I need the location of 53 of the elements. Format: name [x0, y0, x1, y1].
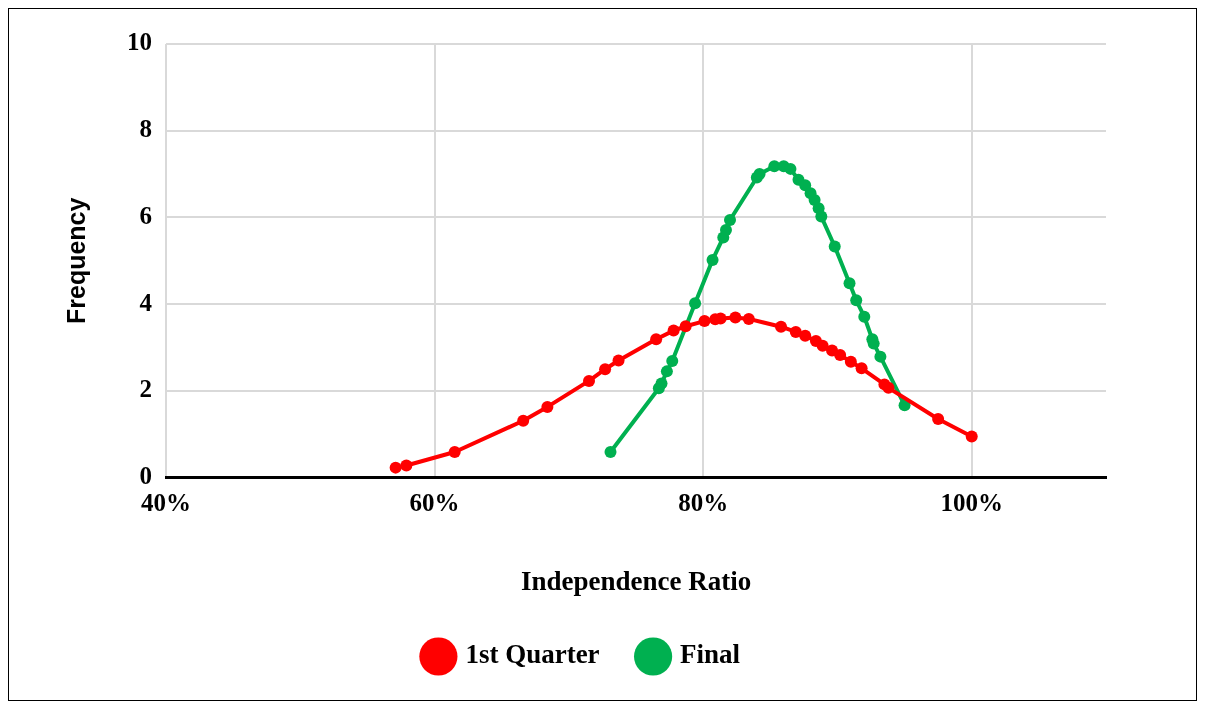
y-tick-label: 2: [139, 375, 152, 403]
point: [882, 381, 895, 394]
point: [650, 333, 663, 346]
point: [874, 350, 887, 363]
y-tick-label: 8: [139, 115, 152, 143]
point: [666, 354, 679, 367]
point: [604, 446, 617, 459]
y-tick-label: 0: [139, 462, 152, 490]
point: [448, 446, 461, 459]
point: [698, 315, 711, 328]
point: [541, 400, 554, 413]
point: [834, 348, 847, 361]
point: [844, 355, 857, 368]
point: [400, 459, 413, 472]
point: [784, 162, 797, 175]
point: [724, 214, 736, 227]
point: [843, 277, 856, 290]
y-tick-label: 4: [139, 288, 153, 316]
point: [689, 297, 702, 310]
point: [799, 329, 812, 342]
point: [828, 240, 841, 253]
point: [855, 362, 868, 375]
legend-label: 1st Quarter: [465, 639, 600, 670]
point: [729, 311, 742, 324]
point: [815, 210, 828, 223]
point: [389, 461, 402, 474]
point: [679, 320, 692, 333]
point: [742, 312, 755, 325]
y-tick-label: 6: [139, 201, 152, 229]
y-axis-title: Frequency: [61, 197, 90, 325]
point: [816, 339, 829, 352]
point: [789, 325, 802, 338]
point: [655, 377, 668, 390]
point: [706, 253, 719, 266]
x-tick-label: 100%: [940, 489, 1003, 517]
point: [667, 324, 680, 337]
point: [775, 320, 788, 333]
x-tick-label: 60%: [409, 489, 460, 517]
y-tick-label: 10: [127, 28, 152, 56]
point: [583, 374, 595, 387]
point: [719, 224, 732, 237]
x-tick-label: 80%: [678, 489, 729, 517]
x-tick-label: 40%: [141, 489, 191, 517]
point: [599, 363, 612, 376]
x-axis-title: Independence Ratio: [520, 565, 752, 596]
point: [932, 413, 945, 426]
point: [612, 354, 625, 367]
point: [850, 294, 863, 307]
legend-label: Final: [680, 639, 741, 670]
point: [517, 414, 530, 427]
point: [858, 310, 871, 323]
point: [965, 430, 978, 443]
point: [660, 365, 673, 378]
